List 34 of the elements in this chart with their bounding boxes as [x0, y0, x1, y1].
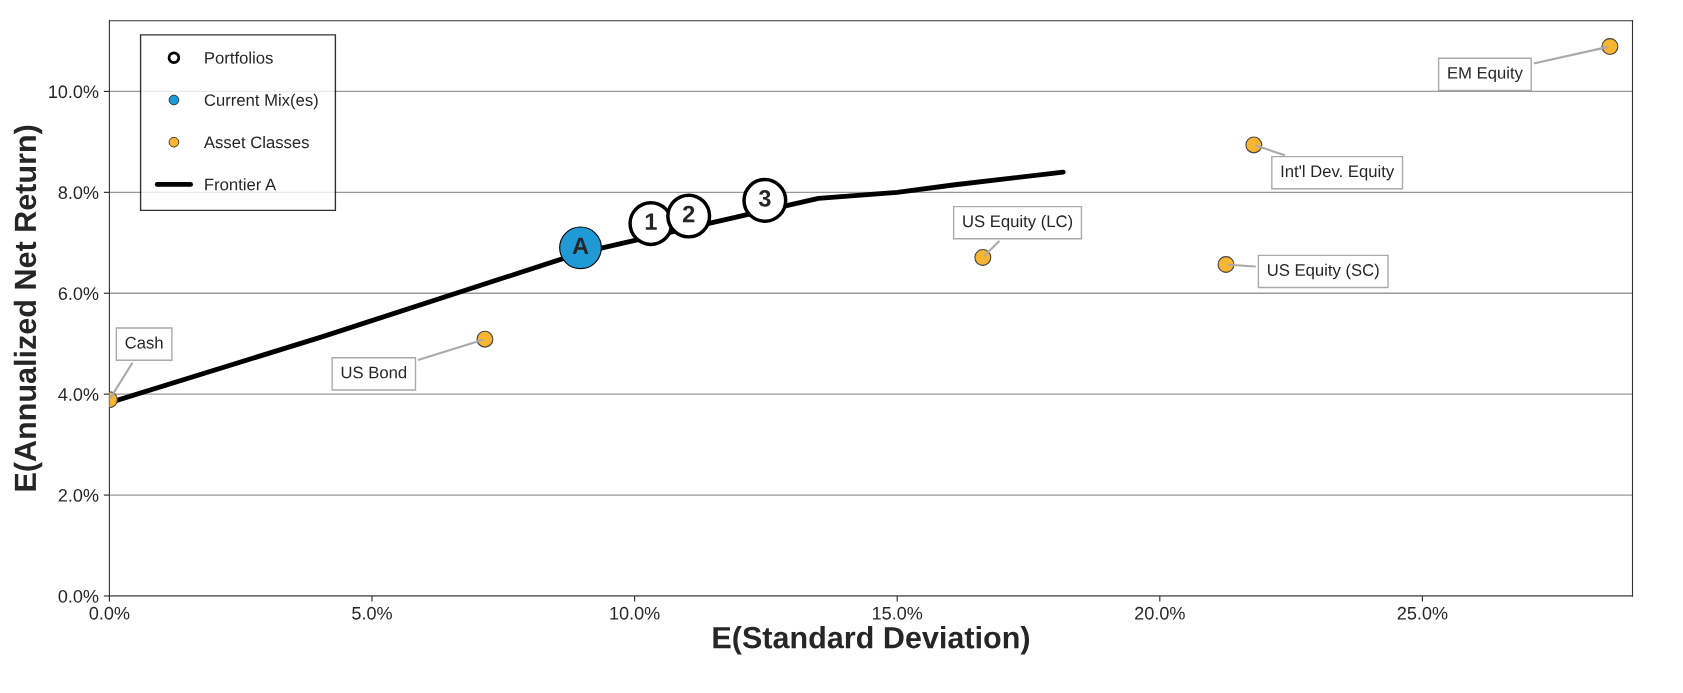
legend-label: Asset Classes	[203, 135, 309, 149]
annotation: Int'l Dev. Equity	[1281, 164, 1395, 181]
legend-label: Current Mix(es)	[204, 93, 318, 110]
annotation: EM Equity	[1448, 66, 1523, 83]
legend-label: Frontier A	[205, 178, 277, 191]
annotation: 3	[758, 190, 771, 207]
y-tick-label: 0.0%	[58, 589, 99, 603]
x-tick-label: 10.0%	[610, 606, 660, 620]
y-tick-label: 2.0%	[58, 489, 99, 502]
point	[476, 330, 494, 348]
point	[1245, 136, 1263, 154]
point	[742, 177, 788, 223]
annotation: US Bond	[341, 366, 407, 379]
x-tick-label: 5.0%	[352, 606, 392, 620]
x-tick-label: 15.0%	[872, 606, 923, 620]
point	[974, 248, 992, 266]
x-axis-title: E(Standard Deviation)	[713, 626, 1030, 655]
y-tick-label: 8.0%	[58, 186, 99, 200]
y-axis-title: E(Annualized Net Return)	[13, 125, 43, 491]
annotation: 2	[682, 205, 695, 223]
y-tick-label: 10.0%	[49, 85, 99, 99]
x-tick-label: 0.0%	[89, 606, 130, 620]
x-tick-label: 25.0%	[1397, 606, 1448, 620]
point	[1217, 256, 1235, 273]
point	[1601, 38, 1619, 55]
annotation: US Equity (SC)	[1268, 263, 1379, 280]
annotation: Cash	[125, 336, 163, 349]
annotation: A	[572, 237, 589, 254]
x-tick-label: 20.0%	[1135, 606, 1185, 620]
annotation: 1	[645, 213, 657, 230]
legend-label: Portfolios	[205, 51, 273, 64]
y-tick-label: 6.0%	[58, 287, 99, 300]
y-tick-label: 4.0%	[58, 388, 99, 401]
annotation: US Equity (LC)	[963, 214, 1073, 231]
